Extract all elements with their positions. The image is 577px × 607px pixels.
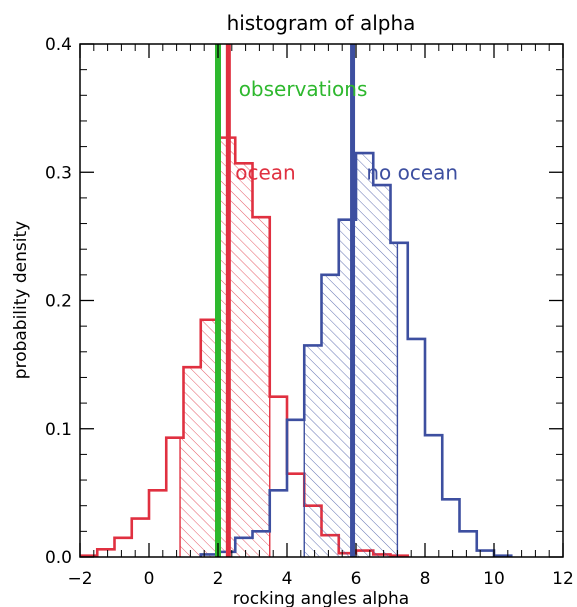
ocean-hatch-bin (235, 163, 253, 557)
ocean-hatch-bin (180, 437, 184, 557)
x-tick-label: 8 (420, 569, 431, 589)
observations-label: observations (239, 77, 368, 101)
ocean-hatched-region (180, 137, 270, 557)
x-tick-label: 10 (483, 569, 505, 589)
no-ocean-hatch-bin (390, 242, 398, 557)
no-ocean-hatch-bin (356, 153, 374, 557)
ocean-label: ocean (235, 160, 295, 184)
ocean-hatch-bin (183, 367, 201, 557)
y-axis-title: probability density (11, 221, 31, 379)
y-tick-label: 0.3 (45, 163, 72, 183)
x-axis-title: rocking angles alpha (233, 589, 409, 607)
annotations: observations ocean no ocean (235, 77, 458, 184)
y-tick-label: 0.1 (45, 420, 72, 440)
y-tick-label: 0.4 (45, 35, 72, 55)
x-tick-label: 4 (282, 569, 293, 589)
x-tick-label: 2 (213, 569, 224, 589)
axis-ticks: −2 0 2 4 6 8 10 12 0.0 0.1 0.2 0.3 0.4 (45, 35, 574, 589)
x-tick-label: 0 (144, 569, 155, 589)
no-ocean-hatch-bin (321, 274, 339, 557)
x-tick-label: 6 (351, 569, 362, 589)
ocean-hatch-bin (252, 217, 270, 557)
no-ocean-hatch-bin (373, 185, 391, 557)
ocean-hatch-bin (200, 319, 218, 557)
y-tick-label: 0.2 (45, 292, 72, 312)
no-ocean-hatch-bin (304, 345, 322, 557)
no-ocean-histogram-outline (199, 151, 513, 557)
plot-area (80, 44, 513, 557)
x-tick-label: 12 (552, 569, 574, 589)
no-ocean-label: no ocean (366, 160, 458, 184)
chart-title: histogram of alpha (227, 11, 416, 35)
x-tick-label: −2 (67, 569, 92, 589)
no-ocean-hatched-region (304, 153, 398, 557)
y-tick-label: 0.0 (45, 548, 72, 568)
